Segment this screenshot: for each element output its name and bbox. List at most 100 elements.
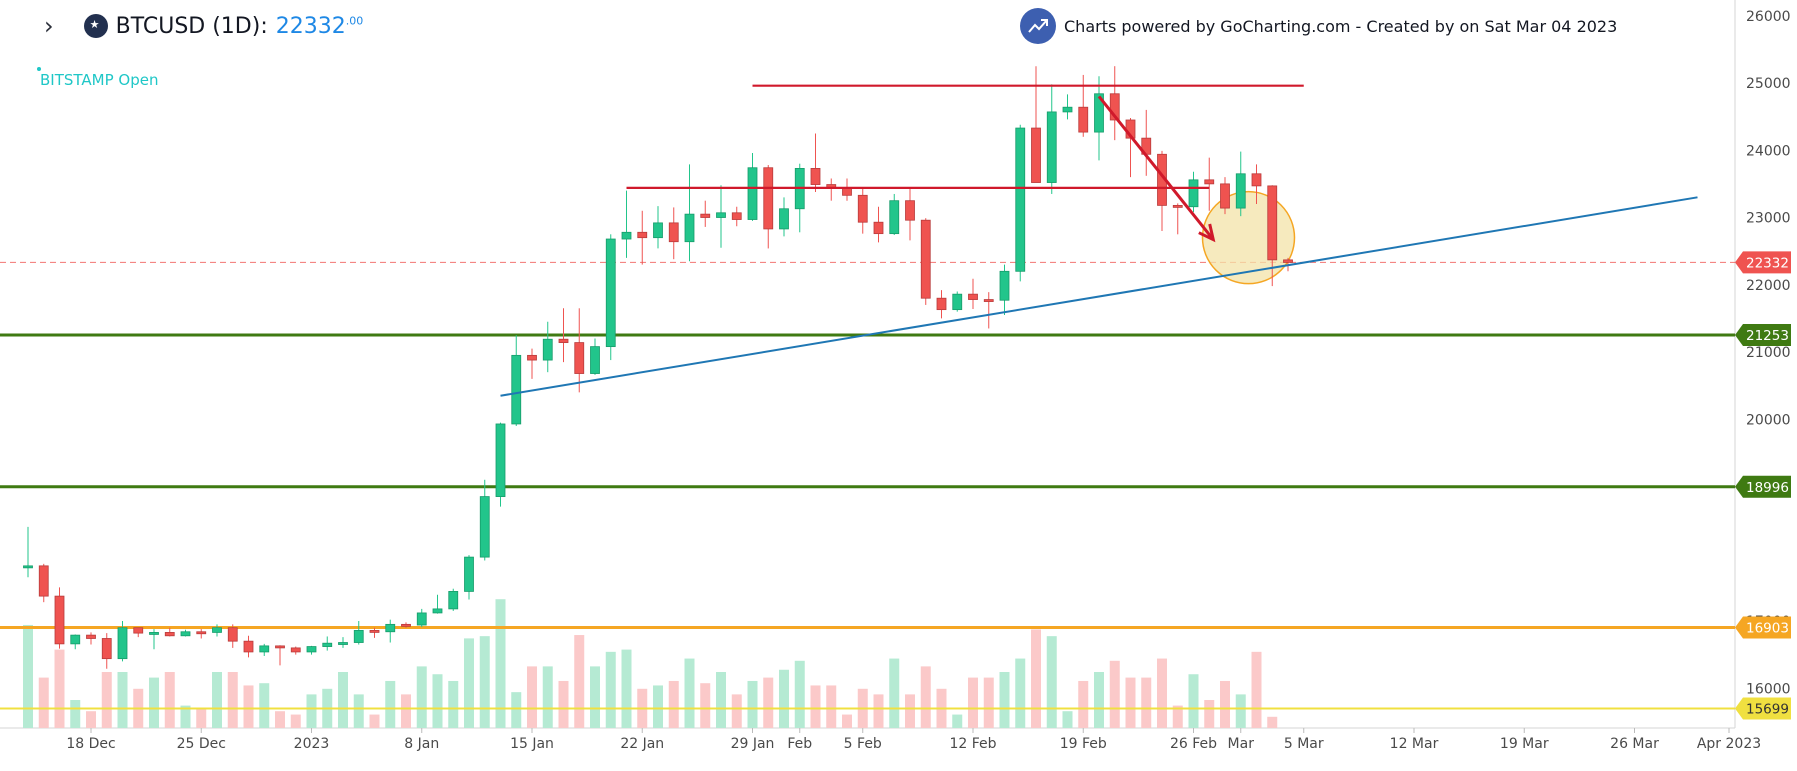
candle-body: [401, 623, 411, 627]
volume-bar: [164, 672, 175, 728]
price-tag-text: 16903: [1746, 621, 1789, 637]
candle-body: [920, 219, 931, 299]
volume-bar: [1157, 658, 1167, 728]
candle: [322, 636, 333, 651]
volume-bar: [23, 624, 33, 728]
candle-body: [275, 645, 285, 649]
volume-bar: [1204, 700, 1215, 728]
candle: [1109, 66, 1120, 141]
candle: [968, 278, 978, 309]
x-tick-label: 8 Jan: [404, 736, 439, 752]
volume-bar: [275, 711, 285, 728]
candle-body: [590, 346, 600, 374]
price-tag-text: 15699: [1746, 701, 1789, 717]
price-tag: 16903: [1735, 616, 1791, 639]
exchange-status-dot: [37, 67, 41, 71]
candle: [668, 207, 679, 260]
candle: [527, 348, 537, 379]
candle-body: [70, 634, 81, 645]
candle: [479, 479, 490, 561]
volume-bar: [290, 714, 301, 728]
candle-body: [101, 638, 112, 660]
candle: [23, 526, 33, 578]
volume-bar: [180, 705, 191, 728]
candle-body: [1046, 111, 1057, 183]
candle: [779, 197, 789, 237]
candle: [842, 178, 852, 201]
volume-bar: [952, 714, 963, 728]
volume-bar: [621, 649, 632, 728]
candle: [1046, 84, 1057, 194]
candle: [306, 645, 317, 655]
candle: [70, 634, 81, 650]
candle-body: [1172, 204, 1183, 208]
volume-bar: [495, 599, 506, 728]
candle-body: [164, 632, 175, 637]
candle-body: [322, 642, 333, 647]
candle: [826, 178, 837, 201]
candle: [1188, 171, 1199, 213]
candle-body: [763, 167, 774, 230]
volume-bar: [1109, 660, 1120, 728]
candle: [149, 629, 159, 650]
last-price: 22332.00: [276, 14, 364, 39]
y-tick-label: 24000: [1746, 143, 1791, 159]
x-tick-label: 2023: [294, 736, 330, 752]
candle-body: [259, 645, 270, 653]
candle-body: [1062, 106, 1073, 113]
volume-bar: [968, 677, 978, 728]
candle-body: [243, 640, 254, 653]
candle: [117, 621, 128, 662]
volume-bar: [920, 666, 931, 728]
candle: [196, 629, 207, 639]
candle-body: [180, 631, 191, 637]
volume-bar: [259, 683, 270, 728]
x-tick-label: 29 Jan: [731, 736, 775, 752]
candle-body: [54, 595, 65, 645]
candle-body: [353, 630, 364, 643]
candle: [353, 621, 364, 645]
candle: [212, 624, 222, 637]
x-tick-label: 12 Feb: [949, 736, 996, 752]
candle: [511, 335, 522, 426]
price-tag-bg: [1735, 251, 1791, 274]
candle: [873, 206, 884, 243]
gocharting-logo-icon[interactable]: [1020, 8, 1056, 44]
volume-bar: [196, 707, 207, 728]
volume-bar: [605, 651, 616, 728]
x-tick-label: Feb: [787, 736, 812, 752]
candle-body: [999, 270, 1010, 301]
candle-body: [196, 631, 207, 635]
candle-body: [369, 630, 380, 633]
volume-bar: [1251, 651, 1262, 728]
chevron-right-icon[interactable]: ›: [44, 12, 54, 40]
symbol-label: BTCUSD (1D):: [115, 13, 268, 39]
candle-body: [779, 208, 789, 230]
candle-body: [842, 188, 852, 196]
volume-bar: [527, 666, 537, 728]
x-tick-label: 25 Dec: [177, 736, 226, 752]
chart-header: › BTCUSD (1D): 22332.00: [44, 12, 363, 40]
candle: [495, 422, 506, 507]
candle: [857, 188, 868, 234]
candle: [464, 555, 474, 600]
volume-bar: [401, 694, 411, 728]
candle: [133, 627, 144, 638]
candle-body: [86, 634, 96, 639]
candle-body: [212, 627, 222, 633]
candle-body: [637, 231, 648, 239]
volume-bar: [385, 680, 396, 728]
candle-body: [511, 354, 522, 425]
volume-bar: [1031, 629, 1041, 728]
candle: [558, 308, 569, 363]
candle-body: [464, 556, 474, 592]
x-tick-label: Mar: [1228, 736, 1255, 752]
volume-bar: [999, 672, 1010, 728]
volume-bar: [86, 711, 96, 728]
candle-body: [227, 627, 238, 642]
x-tick-label: 15 Jan: [510, 736, 554, 752]
volume-bar: [464, 638, 474, 728]
volume-bar: [1220, 680, 1230, 728]
candle: [1125, 117, 1136, 178]
